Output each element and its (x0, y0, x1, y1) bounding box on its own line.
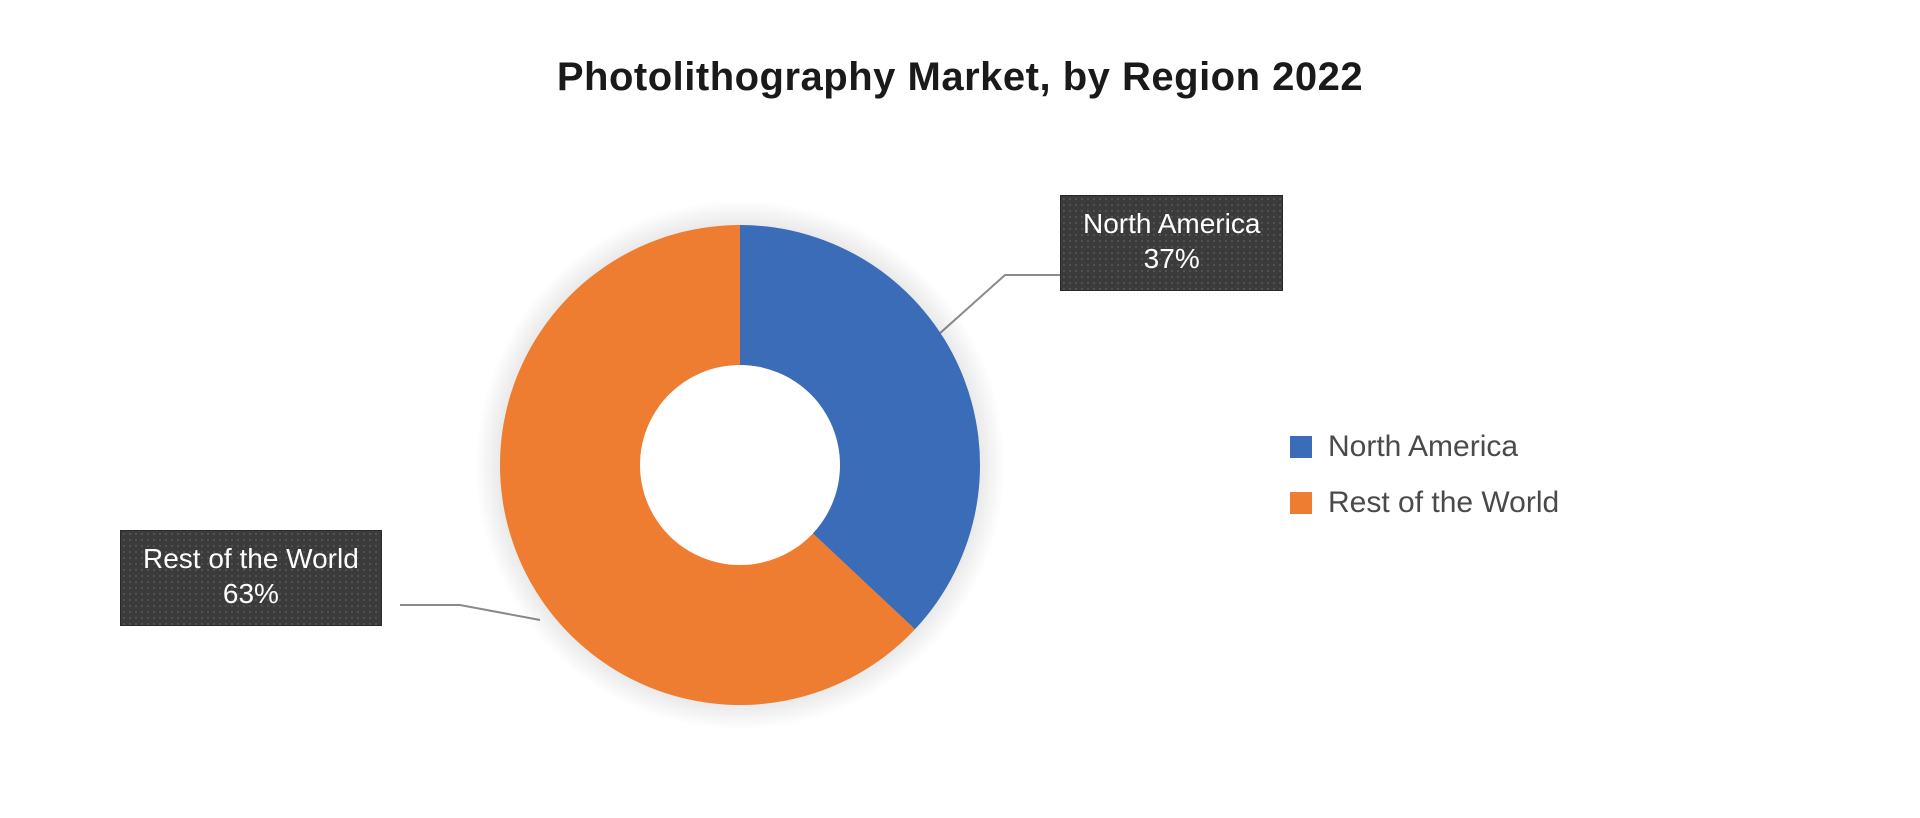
legend-swatch-1 (1290, 492, 1312, 514)
legend-label-0: North America (1328, 430, 1518, 464)
chart-page: Photolithography Market, by Region 2022 … (0, 0, 1920, 818)
callout-line1: North America (1083, 206, 1260, 241)
callout-line1: Rest of the World (143, 541, 359, 576)
legend-swatch-0 (1290, 436, 1312, 458)
callout-line2: 63% (143, 576, 359, 611)
legend-item-1: Rest of the World (1290, 486, 1559, 520)
legend-label-1: Rest of the World (1328, 486, 1559, 520)
callout-rest-of-world: Rest of the World 63% (120, 530, 382, 626)
donut-chart (460, 185, 1020, 745)
callout-north-america: North America 37% (1060, 195, 1283, 291)
donut-svg (460, 185, 1020, 745)
chart-title: Photolithography Market, by Region 2022 (0, 55, 1920, 100)
legend-item-0: North America (1290, 430, 1559, 464)
legend: North America Rest of the World (1290, 430, 1559, 542)
donut-hole (640, 365, 840, 565)
callout-line2: 37% (1083, 241, 1260, 276)
